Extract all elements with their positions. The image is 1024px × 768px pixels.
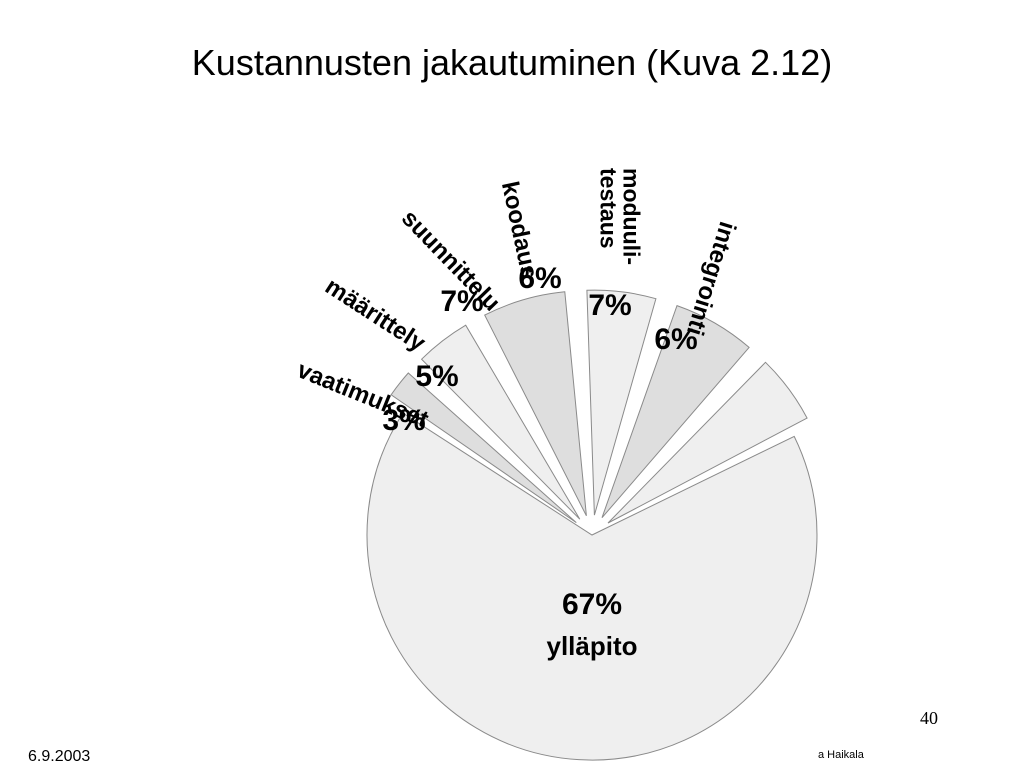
pie-slice-integrointi	[607, 361, 808, 524]
category-label-line: ylläpito	[546, 631, 637, 661]
category-label-yllapito: ylläpito	[546, 631, 637, 661]
pie-slice-vaatimukset	[390, 372, 577, 524]
pie-slice-moduuli-testaus	[601, 304, 750, 519]
slide-title: Kustannusten jakautuminen (Kuva 2.12)	[191, 42, 833, 83]
footer-author: a Haikala	[818, 749, 864, 761]
pie-slice-yllapito	[366, 412, 818, 761]
value-label-koodaus: 6%	[518, 262, 561, 295]
pie-slice-suunnittelu	[484, 291, 587, 517]
category-label-line: koodaus	[496, 179, 543, 281]
value-label-vaatimukset: 3%	[382, 404, 425, 437]
footer-date: 6.9.2003	[28, 748, 91, 765]
value-label-moduuli-testaus: 7%	[588, 289, 631, 322]
category-label-line: testaus	[595, 168, 621, 249]
pie-slice-koodaus	[586, 289, 657, 516]
category-label-maarittely: määrittely	[320, 273, 430, 358]
category-label-line: moduuli-	[618, 168, 644, 265]
category-label-koodaus: koodaus	[496, 179, 543, 281]
value-label-maarittely: 5%	[415, 360, 458, 393]
category-label-integrointi: integrointi	[681, 218, 741, 338]
value-label-suunnittelu: 7%	[440, 285, 483, 318]
category-label-moduuli-testaus: moduuli-testaus	[595, 168, 644, 265]
value-label-integrointi: 6%	[654, 323, 697, 356]
category-label-line: määrittely	[320, 273, 430, 358]
pie-slice-maarittely	[420, 324, 581, 520]
slide-number: 40	[920, 708, 938, 728]
value-label-yllapito: 67%	[562, 588, 622, 621]
category-label-line: integrointi	[681, 218, 741, 338]
